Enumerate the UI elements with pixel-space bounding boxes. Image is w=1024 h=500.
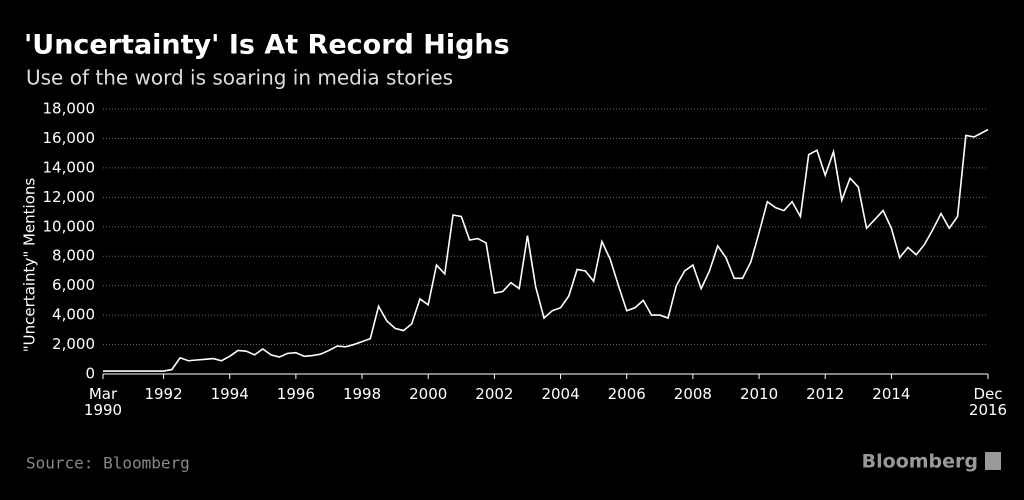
y-tick-label: 18,000: [43, 100, 96, 118]
y-tick-label: 10,000: [43, 217, 96, 235]
chart-subtitle: Use of the word is soaring in media stor…: [26, 66, 453, 90]
y-tick-label: 16,000: [43, 129, 96, 147]
x-tick-label: 1992: [144, 385, 183, 403]
y-tick-label: 12,000: [43, 188, 96, 206]
x-tick-label: 2000: [409, 385, 448, 403]
x-tick-label: 1998: [342, 385, 382, 403]
brand-icon: [985, 452, 1001, 470]
y-axis-label: "Uncertainty" Mentions: [21, 178, 39, 353]
x-tick-label: 1996: [276, 385, 315, 403]
x-tick-label: 2010: [739, 385, 779, 403]
chart-title: 'Uncertainty' Is At Record Highs: [24, 30, 510, 61]
x-tick-label: 2014: [872, 385, 911, 403]
source: Source: Bloomberg: [26, 454, 190, 473]
x-tick-label: Dec 2016: [968, 385, 1008, 419]
y-tick-label: 6,000: [52, 276, 95, 294]
x-tick-label: 2004: [541, 385, 580, 403]
y-tick-label: 8,000: [52, 247, 95, 265]
y-tick-label: 14,000: [43, 158, 96, 176]
y-tick-label: 4,000: [52, 306, 95, 324]
y-tick-label: 0: [85, 365, 95, 383]
x-tick-label: 2006: [607, 385, 646, 403]
brand: Bloomberg: [862, 451, 978, 473]
x-tick-label: 2008: [673, 385, 712, 403]
x-tick-label: 2002: [475, 385, 514, 403]
x-tick-label: Mar 1990: [83, 385, 123, 419]
y-tick-label: 2,000: [52, 335, 95, 353]
x-tick-label: 1994: [210, 385, 249, 403]
x-tick-label: 2012: [806, 385, 845, 403]
line: [103, 128, 989, 372]
